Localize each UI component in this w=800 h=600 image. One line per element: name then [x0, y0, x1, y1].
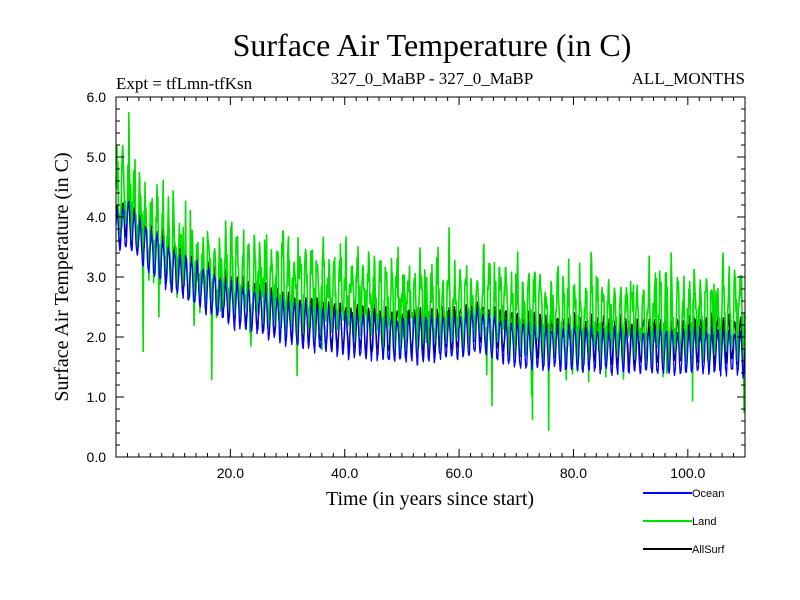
legend-item-land: Land [643, 516, 716, 528]
x-axis-label: Time (in years since start) [326, 488, 534, 510]
y-tick-label: 1.0 [87, 389, 107, 405]
y-tick-label: 6.0 [87, 89, 107, 105]
legend-item-ocean: Ocean [643, 488, 724, 500]
legend: Ocean Land AllSurf [643, 488, 725, 556]
plot-lines [115, 111, 746, 431]
series-line-ocean [115, 200, 746, 379]
y-axis-label: Surface Air Temperature (in C) [51, 152, 73, 401]
x-tick-label: 20.0 [217, 465, 244, 481]
y-tick-label: 4.0 [87, 209, 107, 225]
y-tick-label: 3.0 [87, 269, 107, 285]
legend-label: Ocean [692, 488, 724, 500]
y-tick-label: 5.0 [87, 149, 107, 165]
x-tick-label: 40.0 [331, 465, 358, 481]
axis-ticks: 20.0 40.0 60.0 80.0 100.0 0.0 1.0 2.0 3.0 4.0 5.0 6… [87, 89, 746, 481]
period-label: 327_0_MaBP - 327_0_MaBP [331, 69, 533, 88]
x-tick-label: 80.0 [560, 465, 587, 481]
experiment-label: Expt = tfLmn-tfKsn [116, 74, 253, 93]
months-label: ALL_MONTHS [632, 69, 745, 88]
x-tick-label: 100.0 [670, 465, 705, 481]
series-line-land [115, 111, 746, 431]
legend-label: AllSurf [692, 544, 725, 556]
x-tick-label: 60.0 [445, 465, 472, 481]
legend-label: Land [692, 516, 716, 528]
y-tick-label: 2.0 [87, 329, 107, 345]
y-tick-label: 0.0 [87, 449, 107, 465]
legend-item-allsurf: AllSurf [643, 544, 725, 556]
chart-title: Surface Air Temperature (in C) [233, 27, 632, 63]
